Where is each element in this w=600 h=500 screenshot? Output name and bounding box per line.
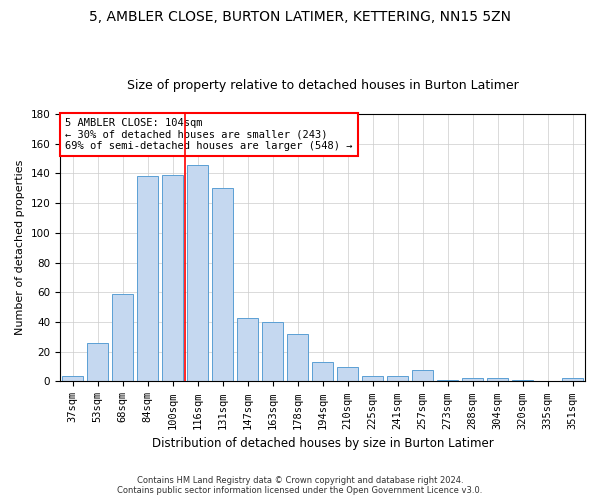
Text: 5, AMBLER CLOSE, BURTON LATIMER, KETTERING, NN15 5ZN: 5, AMBLER CLOSE, BURTON LATIMER, KETTERI… [89, 10, 511, 24]
Text: 5 AMBLER CLOSE: 104sqm
← 30% of detached houses are smaller (243)
69% of semi-de: 5 AMBLER CLOSE: 104sqm ← 30% of detached… [65, 118, 353, 151]
Bar [212, 188, 233, 382]
Bar [487, 378, 508, 382]
Bar [562, 378, 583, 382]
Bar [387, 376, 408, 382]
Bar [337, 366, 358, 382]
Bar [287, 334, 308, 382]
Text: Contains HM Land Registry data © Crown copyright and database right 2024.
Contai: Contains HM Land Registry data © Crown c… [118, 476, 482, 495]
Bar [362, 376, 383, 382]
Y-axis label: Number of detached properties: Number of detached properties [15, 160, 25, 336]
Bar [412, 370, 433, 382]
Bar [137, 176, 158, 382]
Bar [62, 376, 83, 382]
Bar [262, 322, 283, 382]
Bar [162, 175, 183, 382]
Bar [112, 294, 133, 382]
X-axis label: Distribution of detached houses by size in Burton Latimer: Distribution of detached houses by size … [152, 437, 493, 450]
Bar [237, 318, 258, 382]
Bar [437, 380, 458, 382]
Bar [187, 164, 208, 382]
Bar [87, 343, 108, 382]
Bar [312, 362, 333, 382]
Title: Size of property relative to detached houses in Burton Latimer: Size of property relative to detached ho… [127, 79, 518, 92]
Bar [512, 380, 533, 382]
Bar [462, 378, 483, 382]
